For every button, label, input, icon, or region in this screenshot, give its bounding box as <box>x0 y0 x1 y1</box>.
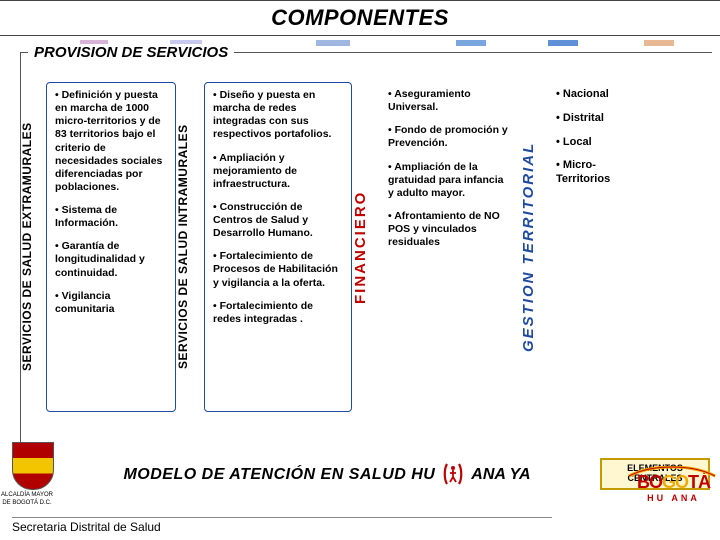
list-intramurales: Diseño y puesta en marcha de redes integ… <box>213 89 343 336</box>
list-item: Garantía de longitudinalidad y continuid… <box>55 240 167 279</box>
section-title: PROVISION DE SERVICIOS <box>28 44 234 61</box>
list-item: Fondo de promoción y Prevención. <box>388 124 512 150</box>
title-bar: COMPONENTES <box>0 0 720 36</box>
list-item: Aseguramiento Universal. <box>388 88 512 114</box>
shield-icon <box>12 442 54 490</box>
shield-logo: ALCALDÍA MAYOR DE BOGOTÁ D.C. <box>0 442 54 506</box>
list-financiero: Aseguramiento Universal. Fondo de promoc… <box>388 88 512 259</box>
modelo-text-b: ANA YA <box>471 466 530 483</box>
page-root: COMPONENTES PROVISION DE SERVICIOS SERVI… <box>0 0 720 540</box>
list-item: Ampliación de la gratuidad para infancia… <box>388 161 512 200</box>
page-title: COMPONENTES <box>271 5 449 31</box>
humana-icon <box>440 461 466 487</box>
list-item: Afrontamiento de NO POS y vinculados res… <box>388 210 512 249</box>
decor-blip <box>456 40 486 46</box>
decor-blip <box>548 40 578 46</box>
decor-blip <box>316 40 350 46</box>
logo-sub: HU ANA <box>637 493 710 503</box>
list-item: Fortalecimiento de redes integradas . <box>213 300 343 326</box>
list-item: Vigilancia comunitaria <box>55 290 167 316</box>
vlabel-intramurales: SERVICIOS DE SALUD INTRAMURALES <box>176 82 190 412</box>
column-gestion: Nacional Distrital Local Micro-Territori… <box>548 82 638 412</box>
list-item: Nacional <box>556 88 630 102</box>
column-intramurales: Diseño y puesta en marcha de redes integ… <box>204 82 352 412</box>
bogota-humana-logo: BOGOTÁ HU ANA <box>637 472 710 503</box>
list-item: Ampliación y mejoramiento de infraestruc… <box>213 152 343 191</box>
list-item: Construcción de Centros de Salud y Desar… <box>213 201 343 240</box>
footer-row: ALCALDÍA MAYOR DE BOGOTÁ D.C. MODELO DE … <box>0 440 720 508</box>
main-columns: SERVICIOS DE SALUD EXTRAMURALES Definici… <box>20 82 712 412</box>
footer-text: Secretaria Distrital de Salud <box>12 517 552 534</box>
modelo-title: MODELO DE ATENCIÓN EN SALUD HU ANA YA <box>54 461 600 487</box>
list-gestion: Nacional Distrital Local Micro-Territori… <box>556 88 630 197</box>
list-item: Sistema de Información. <box>55 204 167 230</box>
list-extramurales: Definición y puesta en marcha de 1000 mi… <box>55 89 167 326</box>
shield-caption: DE BOGOTÁ D.C. <box>2 500 51 506</box>
list-item: Fortalecimiento de Procesos de Habilitac… <box>213 250 343 289</box>
list-item: Definición y puesta en marcha de 1000 mi… <box>55 89 167 194</box>
column-financiero: Aseguramiento Universal. Fondo de promoc… <box>380 82 520 412</box>
decor-blip <box>644 40 674 46</box>
list-item: Distrital <box>556 112 630 126</box>
shield-caption: ALCALDÍA MAYOR <box>1 492 53 498</box>
modelo-text-a: MODELO DE ATENCIÓN EN SALUD HU <box>123 466 435 483</box>
column-extramurales: Definición y puesta en marcha de 1000 mi… <box>46 82 176 412</box>
list-item: Local <box>556 136 630 150</box>
list-item: Micro-Territorios <box>556 159 630 187</box>
vlabel-gestion: GESTION TERRITORIAL <box>520 82 537 412</box>
vlabel-financiero: FINANCIERO <box>352 82 369 412</box>
swish-icon <box>627 466 717 480</box>
list-item: Diseño y puesta en marcha de redes integ… <box>213 89 343 142</box>
vlabel-extramurales: SERVICIOS DE SALUD EXTRAMURALES <box>20 82 34 412</box>
